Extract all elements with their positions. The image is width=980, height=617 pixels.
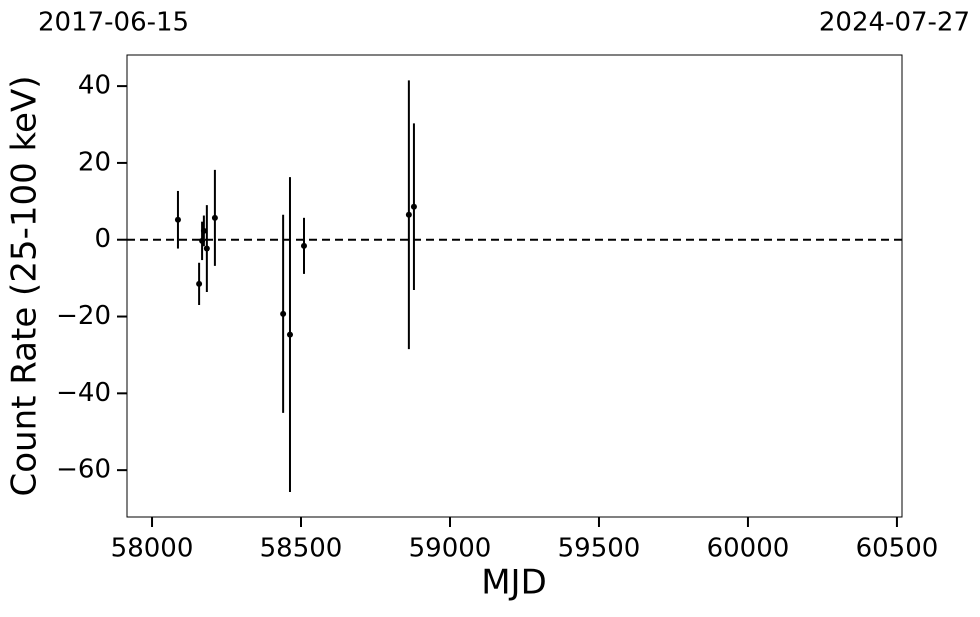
x-tick-label: 58000 (111, 534, 194, 564)
y-tick-label: 40 (78, 71, 111, 101)
data-point (300, 242, 307, 249)
left-date: 2017-06-15 (38, 8, 189, 38)
data-point (286, 331, 293, 338)
y-tick-label: −60 (56, 455, 111, 485)
x-tick-label: 58500 (260, 534, 343, 564)
data-point (410, 203, 417, 210)
data-point (200, 227, 207, 234)
y-axis-label: Count Rate (25-100 keV) (5, 76, 45, 497)
x-axis-label: MJD (481, 563, 547, 603)
data-point (196, 280, 203, 287)
data-point (203, 245, 210, 252)
y-tick-label: 0 (94, 224, 111, 254)
x-tick-label: 60000 (707, 534, 790, 564)
x-tick-label: 60500 (856, 534, 939, 564)
x-tick-label: 59500 (558, 534, 641, 564)
y-tick-label: 20 (78, 147, 111, 177)
data-point (280, 310, 287, 317)
x-tick-label: 59000 (409, 534, 492, 564)
right-date: 2024-07-27 (819, 8, 970, 38)
data-point (405, 211, 412, 218)
data-point (211, 214, 218, 221)
y-tick-label: −40 (56, 378, 111, 408)
y-tick-label: −20 (56, 301, 111, 331)
plot-frame (126, 54, 903, 518)
data-point (174, 216, 181, 223)
